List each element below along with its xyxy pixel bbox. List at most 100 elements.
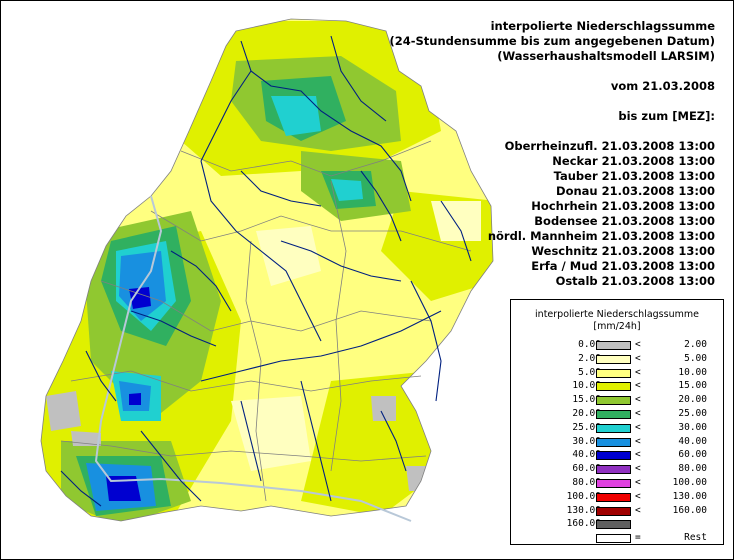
legend-swatch <box>596 341 631 350</box>
legend-op-lt: < <box>635 394 641 406</box>
legend-op-lt: < <box>635 366 641 378</box>
legend-from: 15.00 <box>572 394 601 406</box>
region-time: 21.03.2008 13:00 <box>597 139 715 153</box>
legend-row: 80.00<=<100.00 <box>511 477 723 489</box>
legend-row: 100.00<=<130.00 <box>511 491 723 503</box>
legend-from: 100.00 <box>566 490 601 502</box>
legend-from: 2.00 <box>578 352 601 364</box>
field-0-2-north <box>171 76 191 96</box>
legend-swatch <box>596 506 631 516</box>
legend-swatch <box>596 465 631 475</box>
legend-from: 20.00 <box>572 408 601 419</box>
catchment-line-1 <box>180 140 432 177</box>
legend-swatch <box>596 410 631 419</box>
info-subtitle-2: (Wasserhaushaltsmodell LARSIM) <box>497 49 715 63</box>
legend-from: 0.00 <box>578 339 601 350</box>
region-name: Neckar <box>552 154 598 168</box>
region-time: 21.03.2008 13:00 <box>597 244 715 258</box>
legend-to: 100.00 <box>672 477 707 488</box>
river-trib-1 <box>200 70 252 162</box>
catchment-line-6 <box>245 240 267 502</box>
legend-row: 15.00<=<20.00 <box>511 394 723 406</box>
legend-from: 40.00 <box>572 449 601 461</box>
region-name: nördl. Mannheim <box>487 229 598 243</box>
field-2-5-east <box>431 201 481 241</box>
region-row: Hochrhein 21.03.2008 13:00 <box>389 199 715 214</box>
river-trib-3 <box>240 170 322 207</box>
legend-swatch <box>596 396 631 406</box>
catchment-line-4 <box>70 370 422 392</box>
river-trib-8 <box>410 280 442 402</box>
legend-swatch <box>596 492 631 502</box>
info-title: interpolierte Niederschlagssumme <box>490 19 715 33</box>
legend-from: 80.00 <box>572 477 601 488</box>
legend-to: 5.00 <box>684 352 707 364</box>
legend-row: 20.00<=<25.00 <box>511 408 723 420</box>
legend-from: 5.00 <box>578 366 601 378</box>
legend-swatch <box>596 479 631 488</box>
river-trib-12 <box>85 350 117 402</box>
legend-from: 160.00 <box>566 518 601 530</box>
legend-from: 60.00 <box>572 463 601 475</box>
field-0-2-east <box>371 396 396 421</box>
river-trib-7 <box>130 310 217 347</box>
info-date: vom 21.03.2008 <box>610 79 715 93</box>
river-trib-5 <box>360 170 402 242</box>
legend-box: interpolierte Niederschlagssumme [mm/24h… <box>510 299 724 545</box>
legend-op-lt: < <box>635 490 641 502</box>
legend-op-lt: < <box>635 380 641 392</box>
field-25-30-ne <box>331 179 363 201</box>
legend-to: Rest <box>684 532 707 544</box>
region-time: 21.03.2008 13:00 <box>597 274 715 288</box>
legend-op-lt: < <box>635 421 641 433</box>
river-neckar <box>200 160 322 342</box>
legend-row: 130.00<=<160.00 <box>511 505 723 517</box>
legend-to: 60.00 <box>678 449 707 461</box>
region-row: Ostalb 21.03.2008 13:00 <box>389 274 715 289</box>
region-row: Tauber 21.03.2008 13:00 <box>389 169 715 184</box>
field-40-60-mid <box>129 393 141 405</box>
region-time: 21.03.2008 13:00 <box>597 259 715 273</box>
legend-op-lt: < <box>635 463 641 475</box>
field-0-2-west <box>46 391 81 431</box>
field-25-30-north <box>271 96 321 136</box>
region-row: Weschnitz 21.03.2008 13:00 <box>389 244 715 259</box>
region-name: Tauber <box>553 169 598 183</box>
field-40-60-south <box>106 476 141 501</box>
legend-to: 130.00 <box>672 490 707 502</box>
legend-swatch <box>596 437 631 447</box>
legend-swatch <box>596 354 631 364</box>
region-row: Erfa / Mud 21.03.2008 13:00 <box>389 259 715 274</box>
river-network <box>60 35 472 507</box>
legend-swatch <box>596 451 631 461</box>
legend-swatch <box>596 382 631 392</box>
legend-row: 2.00<=<5.00 <box>511 353 723 365</box>
catchment-line-2 <box>150 210 472 252</box>
legend-from: 30.00 <box>572 435 601 447</box>
field-0-2-southeast <box>406 466 431 491</box>
river-trib-4 <box>280 240 402 282</box>
legend-op-lt: < <box>635 339 641 350</box>
river-trib-10 <box>240 400 262 482</box>
legend-to: 80.00 <box>678 463 707 475</box>
river-main <box>240 40 412 202</box>
legend-row: 25.00<=<30.00 <box>511 422 723 434</box>
region-time: 21.03.2008 13:00 <box>597 184 715 198</box>
region-row: Oberrheinzufl. 21.03.2008 13:00 <box>389 139 715 154</box>
info-panel: interpolierte Niederschlagssumme (24-Stu… <box>389 19 715 289</box>
region-name: Weschnitz <box>531 244 598 258</box>
region-time: 21.03.2008 13:00 <box>597 229 715 243</box>
legend-to: 2.00 <box>684 339 707 350</box>
legend-to: 20.00 <box>678 394 707 406</box>
river-trib-13 <box>60 470 102 507</box>
legend-swatch <box>596 534 631 544</box>
legend-op-lt: < <box>635 352 641 364</box>
river-trib-15 <box>440 200 472 262</box>
legend-row: 30.00<=<40.00 <box>511 436 723 448</box>
legend-op-lt: < <box>635 449 641 461</box>
field-10-15-south <box>301 371 441 516</box>
legend-from: 25.00 <box>572 421 601 433</box>
